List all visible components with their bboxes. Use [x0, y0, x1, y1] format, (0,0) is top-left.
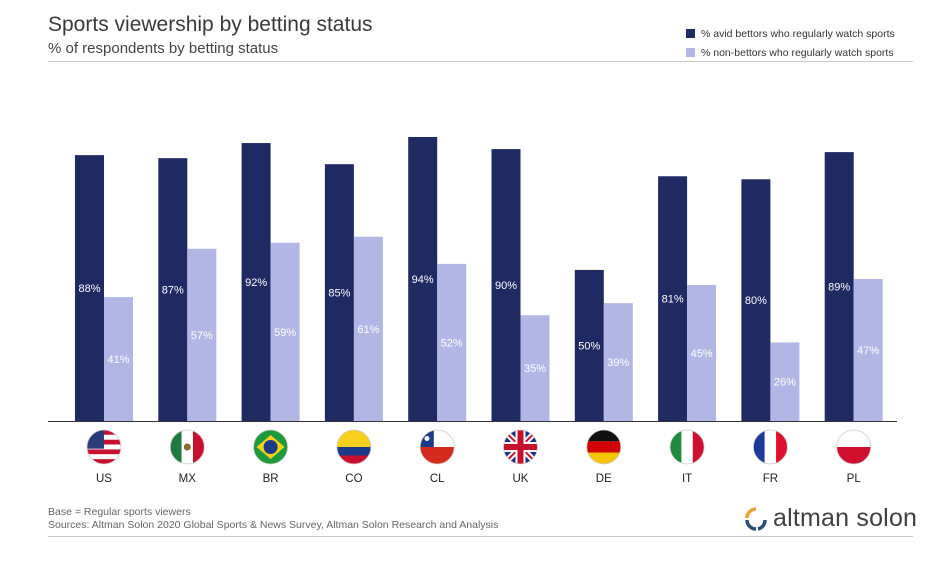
base-note: Base = Regular sports viewers [48, 506, 191, 518]
legend-label-non-bettors: % non-bettors who regularly watch sports [701, 46, 894, 59]
co-flag-icon [336, 429, 372, 465]
de-flag-icon [586, 429, 622, 465]
category-label-mx: MX [179, 473, 197, 485]
data-label-non-pl: 47% [857, 345, 879, 357]
data-label-avid-br: 92% [245, 277, 267, 289]
br-flag-icon [253, 429, 289, 465]
altman-solon-logo: altman solon [745, 504, 917, 533]
bar-non-it [687, 285, 717, 421]
data-label-non-fr: 26% [774, 377, 796, 389]
data-label-non-mx: 57% [191, 330, 213, 342]
bar-non-us [104, 297, 133, 421]
category-label-uk: UK [513, 473, 529, 485]
data-label-avid-de: 50% [578, 340, 600, 352]
bar-avid-it [658, 176, 688, 421]
bar-non-de [603, 303, 633, 421]
uk-flag-icon [503, 429, 538, 465]
category-label-de: DE [596, 473, 612, 485]
data-label-avid-it: 81% [662, 294, 684, 306]
bar-non-mx [187, 248, 217, 421]
data-label-avid-mx: 87% [162, 285, 184, 297]
bar-avid-co [324, 164, 354, 422]
category-label-co: CO [345, 473, 362, 485]
bar-avid-us [75, 155, 104, 421]
bar-non-br [270, 242, 300, 421]
data-label-avid-uk: 90% [495, 280, 517, 292]
category-label-br: BR [263, 473, 279, 485]
category-label-cl: CL [430, 473, 445, 485]
cl-flag-icon [419, 429, 455, 465]
legend-item-avid-bettors: % avid bettors who regularly watch sport… [686, 24, 895, 43]
header-divider [48, 61, 913, 62]
bar-avid-cl [408, 137, 438, 421]
chart-subtitle: % of respondents by betting status [48, 40, 279, 57]
bar-non-fr [770, 342, 800, 421]
data-label-non-us: 41% [107, 354, 129, 366]
sources-note: Sources: Altman Solon 2020 Global Sports… [48, 519, 499, 531]
category-label-it: IT [682, 473, 692, 485]
bar-non-uk [520, 315, 550, 421]
data-label-non-br: 59% [274, 327, 296, 339]
data-label-avid-pl: 89% [828, 282, 850, 294]
footer-divider [48, 536, 913, 537]
logo-mark-icon [745, 506, 767, 531]
category-label-us: US [96, 473, 112, 485]
fr-flag-icon [753, 429, 788, 465]
mx-flag-icon [169, 429, 205, 465]
legend-item-non-bettors: % non-bettors who regularly watch sports [686, 43, 895, 62]
bar-avid-fr [741, 179, 771, 421]
bar-avid-pl [824, 152, 854, 421]
data-label-non-it: 45% [691, 348, 713, 360]
data-label-non-de: 39% [607, 357, 629, 369]
bar-avid-de [574, 269, 604, 421]
bar-avid-mx [158, 158, 188, 422]
data-label-avid-fr: 80% [745, 295, 767, 307]
data-label-non-co: 61% [357, 324, 379, 336]
data-label-non-uk: 35% [524, 363, 546, 375]
logo-text: altman solon [773, 504, 918, 532]
legend-swatch-non-bettors [686, 48, 695, 57]
category-label-fr: FR [763, 473, 778, 485]
legend-swatch-avid-bettors [686, 29, 695, 38]
bar-avid-br [241, 143, 271, 422]
data-label-avid-cl: 94% [412, 274, 434, 286]
bar-non-cl [437, 263, 467, 421]
data-label-non-cl: 52% [441, 337, 463, 349]
us-flag-icon [86, 429, 122, 465]
legend: % avid bettors who regularly watch sport… [686, 24, 895, 62]
data-label-avid-us: 88% [78, 283, 100, 295]
legend-label-avid-bettors: % avid bettors who regularly watch sport… [701, 27, 895, 40]
chart-title: Sports viewership by betting status [48, 13, 373, 36]
category-label-pl: PL [847, 473, 862, 485]
bar-non-pl [853, 279, 883, 421]
pl-flag-icon [836, 429, 872, 465]
bar-non-co [353, 236, 383, 421]
bar-avid-uk [491, 149, 521, 421]
data-label-avid-co: 85% [328, 288, 350, 300]
it-flag-icon [669, 429, 705, 465]
